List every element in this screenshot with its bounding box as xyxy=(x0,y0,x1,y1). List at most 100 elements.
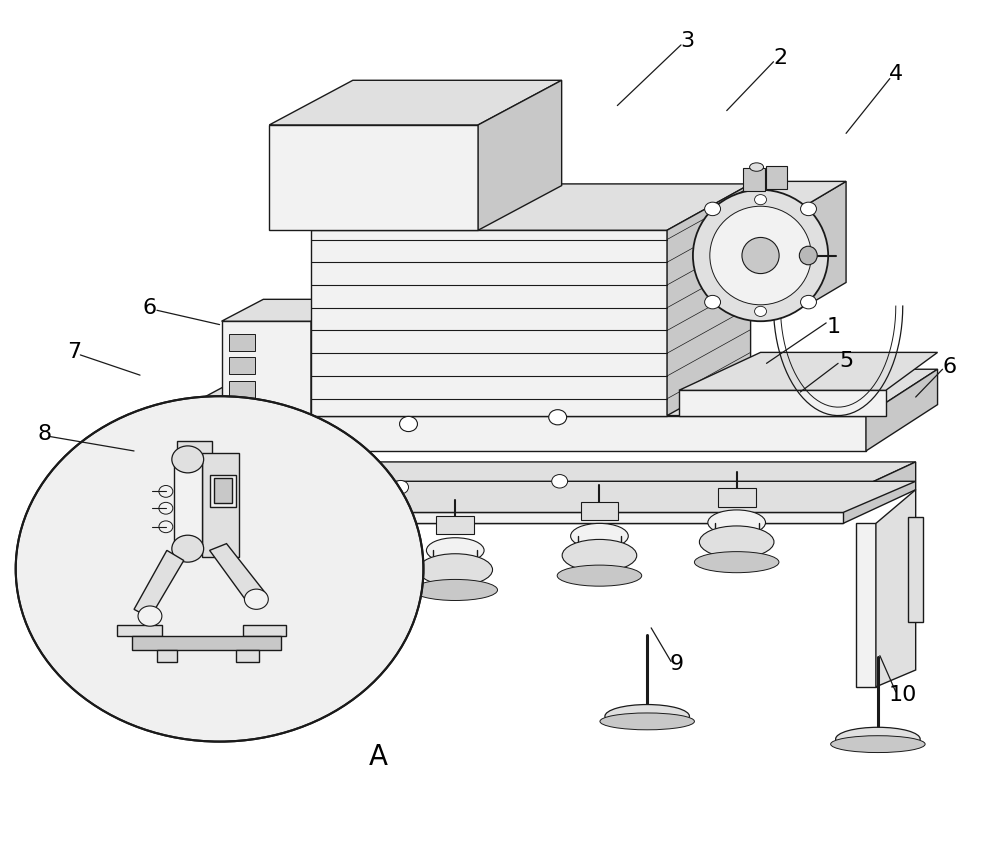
Polygon shape xyxy=(856,523,876,687)
Polygon shape xyxy=(311,231,667,416)
Ellipse shape xyxy=(269,568,343,600)
FancyBboxPatch shape xyxy=(229,381,255,398)
Polygon shape xyxy=(719,205,806,306)
Polygon shape xyxy=(170,462,916,495)
Ellipse shape xyxy=(799,246,817,265)
Polygon shape xyxy=(174,462,202,546)
Circle shape xyxy=(705,202,721,215)
Text: A: A xyxy=(369,743,388,771)
Text: 7: 7 xyxy=(67,343,81,362)
Polygon shape xyxy=(679,390,886,416)
Ellipse shape xyxy=(277,552,335,577)
Polygon shape xyxy=(866,369,938,451)
Polygon shape xyxy=(222,321,311,416)
Polygon shape xyxy=(152,451,174,636)
Polygon shape xyxy=(134,550,184,617)
Polygon shape xyxy=(719,181,846,205)
Circle shape xyxy=(172,535,204,562)
Polygon shape xyxy=(210,544,266,605)
Circle shape xyxy=(552,475,568,488)
Polygon shape xyxy=(243,512,843,523)
FancyBboxPatch shape xyxy=(229,358,255,374)
Polygon shape xyxy=(202,454,239,557)
Circle shape xyxy=(138,606,162,626)
Circle shape xyxy=(159,521,173,533)
Polygon shape xyxy=(177,441,212,456)
Polygon shape xyxy=(214,478,232,503)
Ellipse shape xyxy=(742,237,779,274)
Ellipse shape xyxy=(699,526,774,558)
Text: 5: 5 xyxy=(839,351,853,371)
Text: 9: 9 xyxy=(670,654,684,674)
Polygon shape xyxy=(243,482,916,512)
Polygon shape xyxy=(170,495,843,523)
Ellipse shape xyxy=(694,552,779,572)
Polygon shape xyxy=(667,184,751,416)
Circle shape xyxy=(244,589,268,610)
Polygon shape xyxy=(311,184,751,231)
Text: 8: 8 xyxy=(37,424,52,444)
Text: 4: 4 xyxy=(889,64,903,85)
Circle shape xyxy=(755,194,767,204)
Circle shape xyxy=(172,446,204,473)
FancyBboxPatch shape xyxy=(718,488,756,506)
FancyBboxPatch shape xyxy=(743,168,765,191)
Circle shape xyxy=(150,450,178,474)
Circle shape xyxy=(159,486,173,497)
Ellipse shape xyxy=(708,510,766,535)
Text: 1: 1 xyxy=(826,317,840,338)
Circle shape xyxy=(400,416,417,432)
Polygon shape xyxy=(311,299,353,416)
Polygon shape xyxy=(679,353,938,390)
Polygon shape xyxy=(478,81,562,231)
Polygon shape xyxy=(117,624,162,636)
FancyBboxPatch shape xyxy=(581,501,618,520)
Circle shape xyxy=(809,393,827,408)
Ellipse shape xyxy=(562,539,637,572)
Circle shape xyxy=(685,401,703,416)
Ellipse shape xyxy=(750,163,764,171)
Polygon shape xyxy=(908,516,923,622)
Text: 6: 6 xyxy=(942,357,957,377)
Circle shape xyxy=(16,396,423,742)
Text: 10: 10 xyxy=(889,685,917,706)
FancyBboxPatch shape xyxy=(287,530,325,549)
Ellipse shape xyxy=(710,206,811,304)
Circle shape xyxy=(755,306,767,316)
Polygon shape xyxy=(210,475,236,506)
Polygon shape xyxy=(843,462,916,523)
Polygon shape xyxy=(876,489,916,687)
Circle shape xyxy=(705,295,721,309)
Polygon shape xyxy=(174,432,207,636)
Circle shape xyxy=(549,410,567,425)
Circle shape xyxy=(801,295,816,309)
Polygon shape xyxy=(236,650,259,661)
Polygon shape xyxy=(243,624,286,636)
Polygon shape xyxy=(269,81,562,125)
Circle shape xyxy=(801,202,816,215)
Ellipse shape xyxy=(836,728,920,750)
Polygon shape xyxy=(222,299,353,321)
Polygon shape xyxy=(269,125,478,231)
Ellipse shape xyxy=(418,554,493,586)
Ellipse shape xyxy=(557,565,642,586)
Polygon shape xyxy=(170,416,866,451)
FancyBboxPatch shape xyxy=(229,334,255,351)
FancyBboxPatch shape xyxy=(436,516,474,534)
Polygon shape xyxy=(170,369,938,416)
Polygon shape xyxy=(806,181,846,306)
Circle shape xyxy=(159,502,173,514)
Ellipse shape xyxy=(600,713,694,730)
Circle shape xyxy=(228,425,245,440)
Ellipse shape xyxy=(264,594,348,615)
Circle shape xyxy=(393,481,409,494)
Text: 3: 3 xyxy=(680,31,694,51)
Ellipse shape xyxy=(413,579,498,600)
Circle shape xyxy=(142,488,162,504)
Text: 2: 2 xyxy=(773,47,787,68)
Polygon shape xyxy=(132,636,281,650)
Ellipse shape xyxy=(693,190,828,321)
Polygon shape xyxy=(157,650,177,661)
Ellipse shape xyxy=(831,736,925,752)
Text: 6: 6 xyxy=(143,298,157,318)
